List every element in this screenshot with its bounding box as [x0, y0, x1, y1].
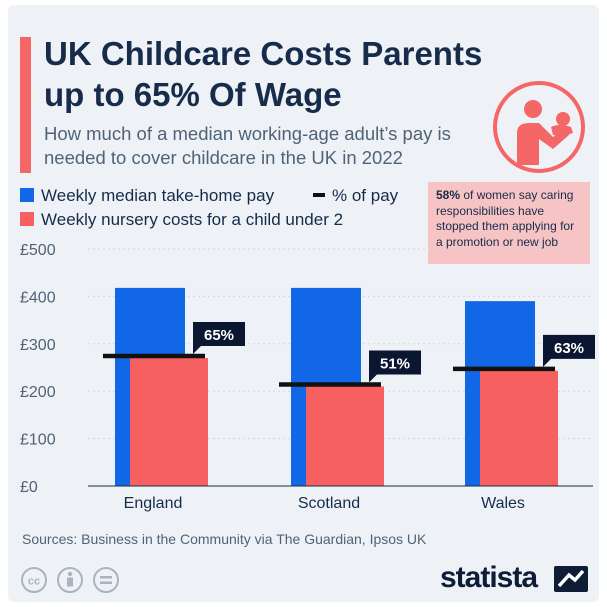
- attribution-icon: [57, 567, 83, 593]
- pct-label-box-scotland: [369, 350, 421, 383]
- title-accent-bar: [20, 37, 31, 173]
- callout-text: of women say caring responsibilities hav…: [436, 188, 575, 249]
- statista-logo: statista: [440, 561, 538, 594]
- chart-subtitle: How much of a median working-age adult’s…: [44, 123, 451, 168]
- legend-swatch-pct: [313, 193, 325, 197]
- category-label-scotland: Scotland: [298, 495, 360, 512]
- person-holding-baby-icon: [493, 81, 585, 173]
- no-derivatives-icon: [93, 567, 119, 593]
- nursery-bar-england: [130, 358, 208, 486]
- legend-label-pay: Weekly median take-home pay: [41, 186, 275, 205]
- license-icons: cc: [21, 567, 119, 593]
- legend-item-pct: % of pay: [313, 185, 398, 207]
- legend-swatch-nursery: [20, 212, 34, 226]
- y-tick-label: £0: [20, 479, 38, 496]
- category-label-england: England: [124, 495, 183, 512]
- statista-logo-icon: [554, 566, 588, 592]
- y-tick-label: £100: [20, 432, 56, 449]
- y-tick-label: £500: [20, 242, 56, 259]
- legend-label-pct: % of pay: [332, 186, 399, 205]
- source-note: Sources: Business in the Community via T…: [22, 531, 427, 547]
- nursery-bar-scotland: [306, 386, 384, 486]
- legend-label-nursery: Weekly nursery costs for a child under 2: [41, 210, 344, 229]
- pct-label-box-england: [193, 322, 245, 355]
- legend-swatch-pay: [20, 188, 34, 202]
- category-label-wales: Wales: [481, 495, 525, 512]
- chart-title: UK Childcare Costs Parents up to 65% Of …: [44, 35, 483, 113]
- pct-label-box-wales: [543, 334, 595, 367]
- y-tick-label: £400: [20, 289, 56, 306]
- women-stat-callout: 58% of women say caring responsibilities…: [428, 182, 590, 264]
- callout-highlight: 58%: [436, 188, 461, 202]
- chart-card: UK Childcare Costs Parents up to 65% Of …: [8, 5, 599, 602]
- nursery-bar-wales: [480, 370, 558, 486]
- pct-label-scotland: 51%: [380, 355, 410, 372]
- cc-icon: cc: [21, 567, 47, 593]
- pct-label-england: 65%: [204, 327, 234, 344]
- y-tick-label: £200: [20, 384, 56, 401]
- bar-chart: £0 £100 £200 £300 £400 £500 65% England 51% Scotl…: [20, 242, 595, 512]
- legend-item-pay: Weekly median take-home pay: [20, 185, 274, 207]
- legend-item-nursery: Weekly nursery costs for a child under 2: [20, 209, 343, 231]
- pct-label-wales: 63%: [554, 340, 584, 357]
- svg-text:cc: cc: [28, 576, 40, 588]
- y-tick-label: £300: [20, 337, 56, 354]
